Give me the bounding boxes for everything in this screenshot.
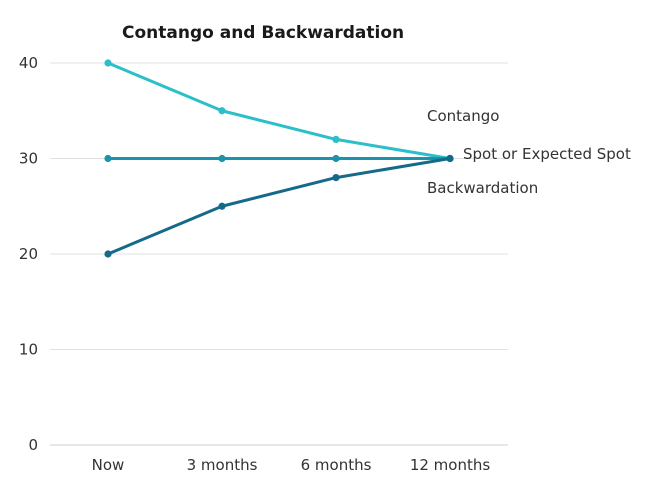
- data-point: [446, 154, 454, 163]
- series-label: Backwardation: [427, 179, 538, 197]
- data-point: [104, 59, 112, 67]
- data-point: [218, 202, 226, 210]
- data-point: [218, 107, 226, 115]
- y-tick-label: 20: [19, 245, 38, 263]
- data-point: [104, 154, 112, 163]
- series-layer: [104, 59, 454, 258]
- data-point: [218, 154, 226, 163]
- x-tick-label: 12 months: [410, 456, 491, 474]
- series-0: [104, 59, 454, 163]
- y-tick-label: 30: [19, 150, 38, 168]
- series-label: Spot or Expected Spot: [463, 145, 631, 163]
- x-axis: Now 3 months 6 months 12 months: [92, 456, 491, 474]
- x-tick-label: 3 months: [187, 456, 258, 474]
- y-axis: 0 10 20 30 40: [19, 54, 38, 454]
- series-line: [106, 157, 452, 256]
- y-tick-label: 10: [19, 341, 38, 359]
- data-point: [332, 135, 340, 143]
- x-tick-label: Now: [92, 456, 125, 474]
- series-label: Contango: [427, 107, 499, 125]
- series-2: [104, 154, 454, 258]
- x-tick-label: 6 months: [301, 456, 372, 474]
- data-point: [104, 250, 112, 258]
- chart-title: Contango and Backwardation: [122, 23, 404, 43]
- data-point: [332, 154, 340, 163]
- series-line: [106, 61, 452, 160]
- y-tick-label: 0: [28, 436, 38, 454]
- annotations: Contango Spot or Expected Spot Backwardati…: [427, 107, 631, 197]
- data-point: [332, 174, 340, 182]
- y-tick-label: 40: [19, 54, 38, 72]
- series-1: [104, 154, 454, 163]
